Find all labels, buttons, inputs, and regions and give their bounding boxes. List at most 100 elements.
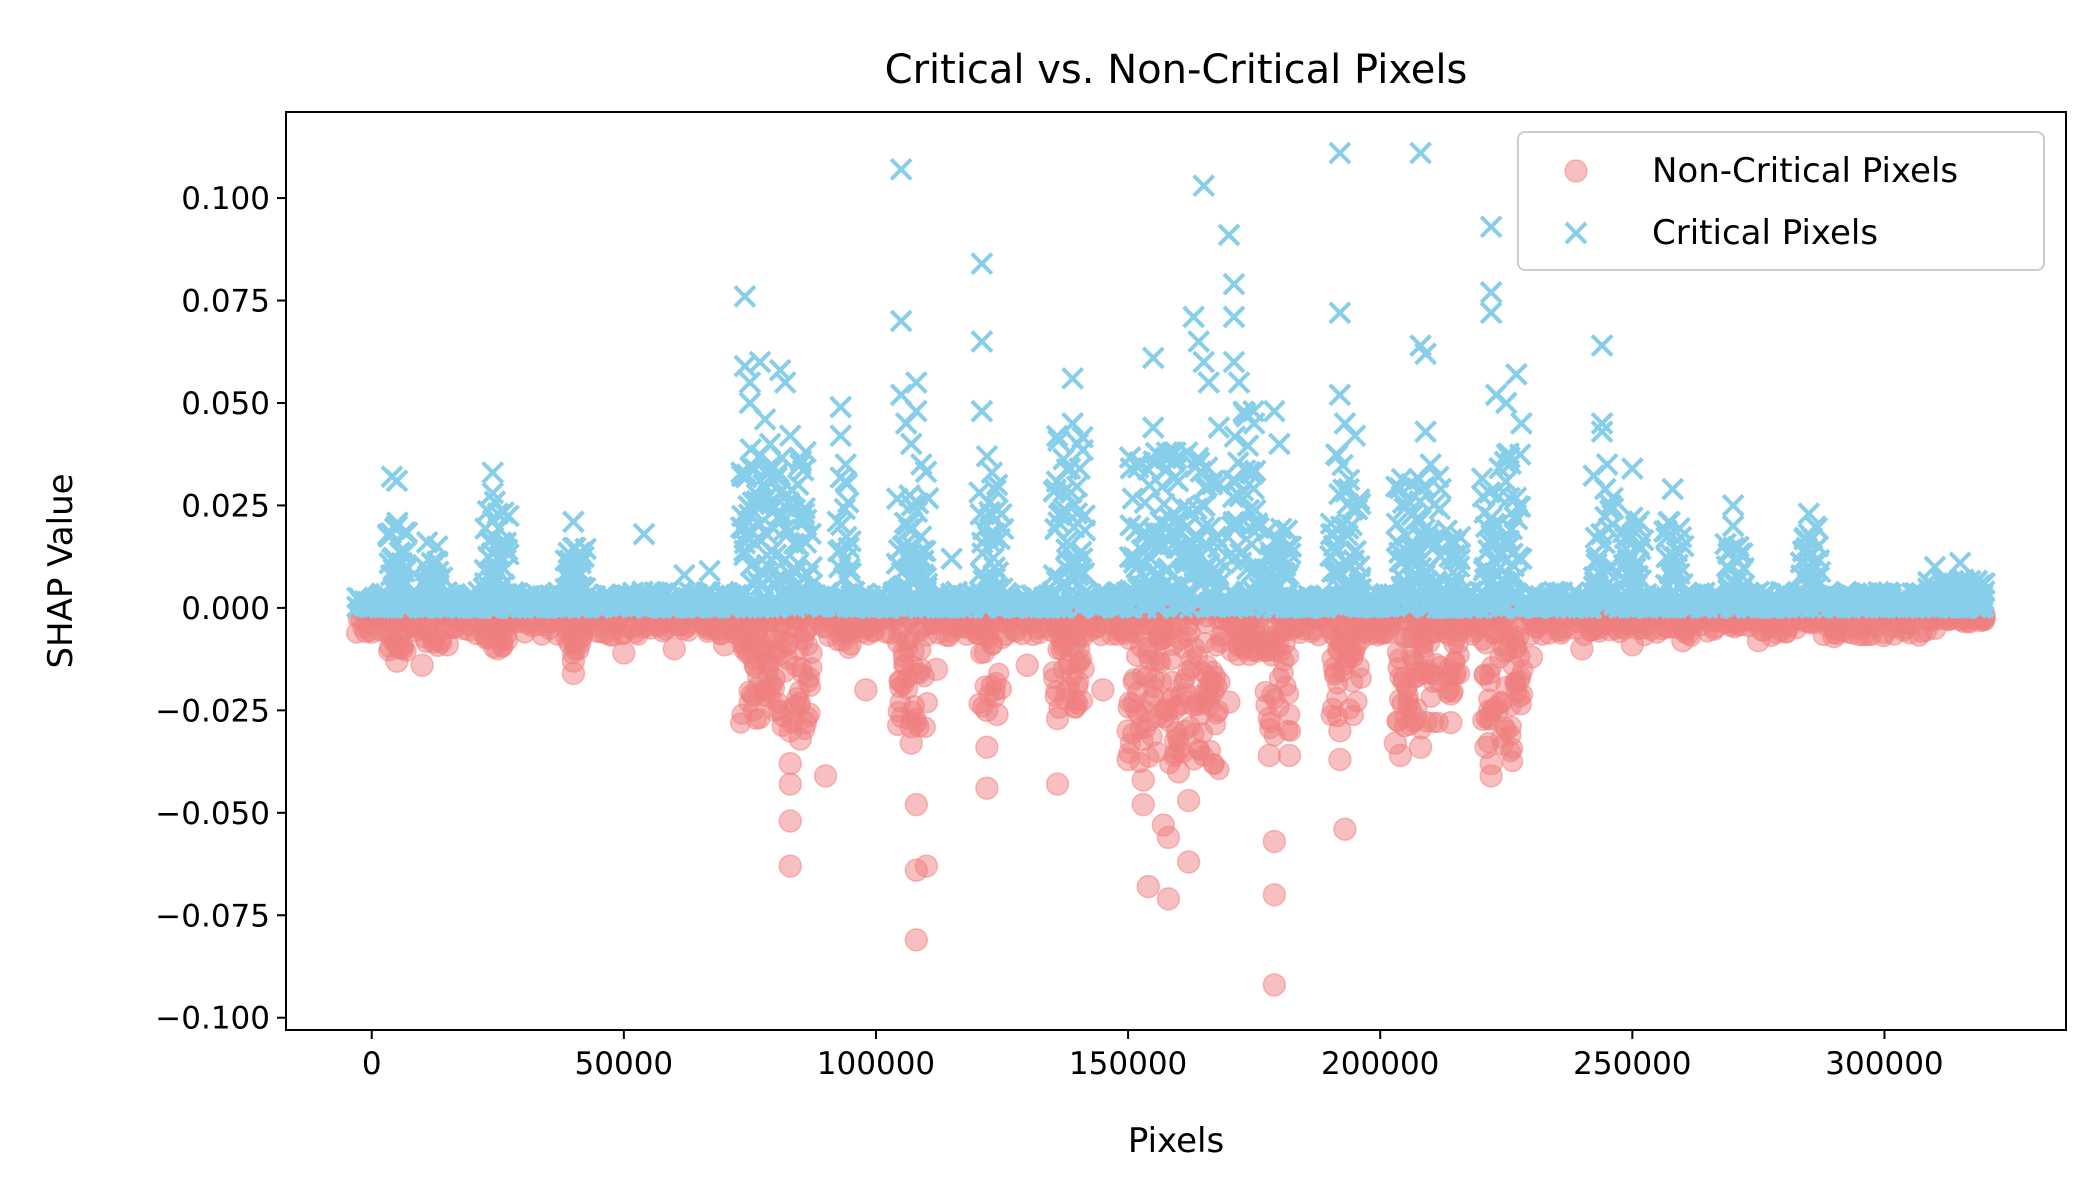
non-critical-point (1116, 719, 1140, 743)
x-tick-label: 50000 (575, 1046, 674, 1082)
non-critical-point (1065, 669, 1090, 694)
non-critical-point (1346, 690, 1368, 713)
non-critical-point (1479, 764, 1503, 788)
non-critical-point (1217, 690, 1241, 714)
non-critical-point (975, 776, 999, 800)
non-critical-point (1439, 710, 1463, 735)
non-critical-point (778, 854, 802, 878)
non-critical-point (1328, 747, 1352, 772)
non-critical-point (1570, 637, 1594, 661)
non-critical-point (990, 678, 1013, 700)
non-critical-point (1277, 645, 1300, 667)
non-critical-point (1015, 653, 1039, 678)
non-critical-point (916, 691, 939, 714)
non-critical-point (778, 809, 802, 833)
y-tick-label: 0.000 (181, 591, 270, 627)
non-critical-point (435, 633, 460, 657)
non-critical-point (1262, 973, 1287, 997)
non-critical-point (1333, 817, 1357, 841)
non-critical-point (1131, 768, 1155, 792)
x-axis-label: Pixels (1128, 1121, 1224, 1161)
non-critical-point (1131, 792, 1155, 817)
non-critical-point (1278, 703, 1301, 726)
non-critical-point (1328, 719, 1352, 743)
non-critical-point (1045, 706, 1070, 731)
non-critical-point (904, 792, 929, 817)
non-critical-point (1403, 706, 1428, 731)
y-tick-label: 0.075 (181, 284, 270, 320)
non-critical-point (1510, 665, 1532, 688)
y-tick-label: 0.050 (181, 386, 270, 422)
non-critical-point (793, 710, 818, 735)
non-critical-point (1277, 743, 1302, 768)
non-critical-point (1208, 758, 1230, 781)
non-critical-point (1501, 750, 1524, 773)
non-critical-point (486, 637, 510, 661)
non-critical-point (1091, 678, 1115, 702)
non-critical-point (1350, 667, 1372, 689)
non-critical-point (1176, 788, 1201, 813)
y-tick-label: −0.075 (155, 898, 270, 934)
non-critical-point (1511, 683, 1534, 706)
x-tick-label: 250000 (1573, 1046, 1691, 1082)
legend-label-non-critical: Non-Critical Pixels (1652, 151, 1958, 191)
non-critical-point (410, 653, 434, 678)
non-critical-point (1262, 883, 1287, 907)
non-critical-point (1448, 644, 1470, 667)
non-critical-point (385, 649, 409, 673)
non-critical-point (1277, 683, 1300, 705)
non-critical-point (612, 641, 636, 665)
non-critical-point (1388, 743, 1413, 768)
non-critical-point (985, 702, 1009, 727)
non-critical-point (799, 675, 822, 698)
y-tick-label: −0.025 (155, 693, 270, 729)
non-critical-point (801, 642, 823, 664)
non-critical-point (1408, 735, 1433, 759)
non-critical-point (1872, 620, 1897, 645)
non-critical-point (778, 751, 802, 776)
legend-label-critical: Critical Pixels (1652, 213, 1878, 253)
y-tick-label: 0.100 (181, 181, 270, 217)
non-critical-point (1209, 671, 1231, 693)
non-critical-point (924, 657, 949, 682)
non-critical-point (1257, 706, 1282, 731)
non-critical-point (975, 735, 999, 759)
non-critical-point (712, 633, 737, 657)
x-tick-label: 200000 (1321, 1046, 1439, 1082)
non-critical-point (899, 731, 924, 755)
non-critical-point (1071, 689, 1094, 712)
non-critical-point (1166, 760, 1191, 784)
non-critical-point (1257, 743, 1282, 768)
y-axis-label: SHAP Value (41, 473, 81, 668)
non-critical-point (904, 928, 929, 952)
non-critical-point (1156, 887, 1181, 911)
non-critical-point (1176, 850, 1201, 874)
x-tick-label: 150000 (1069, 1046, 1187, 1082)
non-critical-point (813, 764, 838, 788)
non-critical-point (854, 678, 878, 702)
non-critical-point (778, 772, 802, 796)
x-tick-label: 100000 (817, 1046, 935, 1082)
non-critical-point (662, 637, 687, 661)
non-critical-point (889, 669, 913, 694)
non-critical-point (1262, 829, 1287, 854)
y-tick-label: −0.050 (155, 796, 270, 832)
non-critical-point (763, 698, 787, 723)
legend-marker-non-critical (1564, 159, 1588, 183)
non-critical-point (1519, 645, 1544, 669)
non-critical-point (1116, 747, 1140, 772)
non-critical-point (1136, 874, 1161, 899)
non-critical-point (1448, 662, 1471, 685)
legend: Non-Critical Pixels Critical Pixels (1517, 131, 2045, 271)
non-critical-point (1045, 772, 1070, 796)
non-critical-point (914, 854, 939, 878)
y-tick-label: 0.025 (181, 488, 270, 524)
y-tick-label: −0.100 (155, 1001, 270, 1037)
non-critical-point (1156, 825, 1181, 850)
x-tick-label: 0 (362, 1046, 382, 1082)
non-critical-point (1439, 682, 1463, 706)
non-critical-point (1746, 628, 1771, 653)
x-tick-label: 300000 (1825, 1046, 1943, 1082)
non-critical-point (1671, 628, 1695, 653)
non-critical-point (1923, 616, 1947, 641)
